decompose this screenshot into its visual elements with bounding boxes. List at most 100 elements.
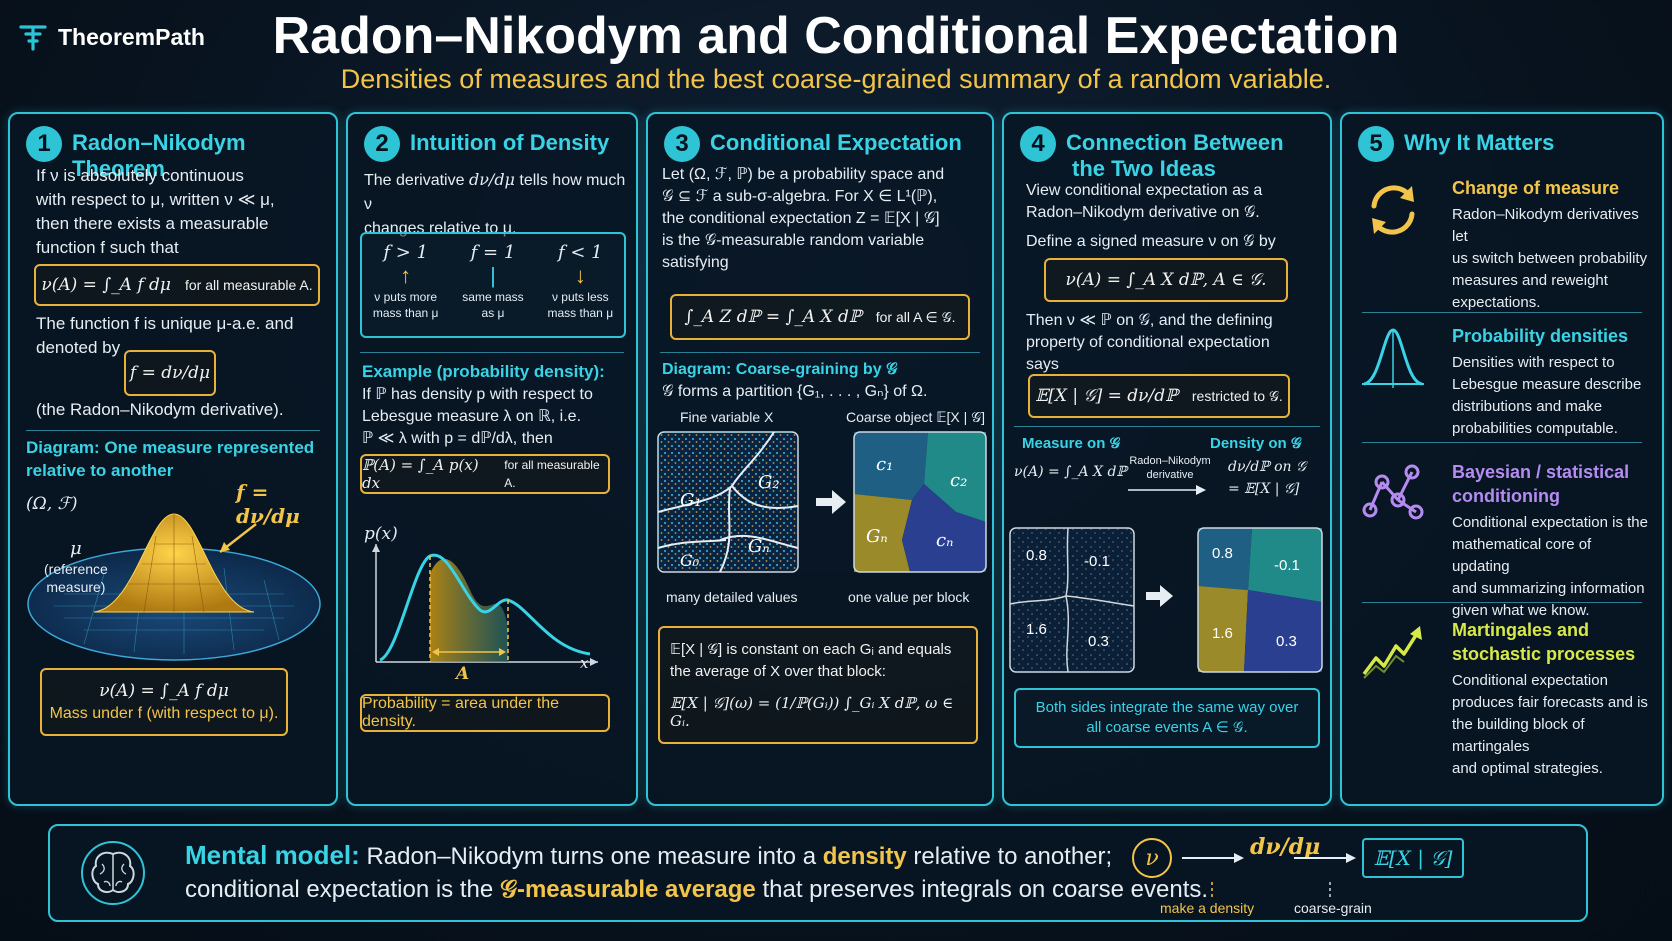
integrate-same-box: Both sides integrate the same way over a… <box>1014 688 1320 748</box>
reason-probability-densities: Probability densities Densities with res… <box>1356 324 1652 464</box>
ce-formula-note: for all A ∈ 𝒢. <box>875 309 956 325</box>
panel-title: the Two Ideas <box>1072 156 1216 181</box>
intro-line: View conditional expectation as a <box>1026 182 1263 199</box>
brand-logo: TheoremPath <box>18 22 205 52</box>
block-average-formula: 𝔼[X | 𝒢](ω) = (1/ℙ(Gᵢ)) ∫_Gᵢ X dℙ, ω ∈ G… <box>670 694 954 730</box>
probability-formula-note: for all measurable A. <box>504 458 600 490</box>
reason-body: Lebesgue measure describe <box>1452 376 1642 393</box>
example-line: If ℙ has density p with respect to <box>362 386 593 403</box>
arrow-right-icon <box>1128 485 1206 495</box>
page-subtitle: Densities of measures and the best coars… <box>340 64 1332 94</box>
intro-line: is the 𝒢-measurable random variable <box>662 232 925 249</box>
rn-formula: ν(A) = ∫_A f dμ <box>41 275 171 295</box>
reason-martingales: Martingales and stochastic processes Con… <box>1356 618 1652 777</box>
probability-formula-box: ℙ(A) = ∫_A p(x) dx for all measurable A. <box>360 454 610 494</box>
panel-number: 1 <box>26 126 62 162</box>
define-text: Define a signed measure ν on 𝒢 by <box>1026 233 1276 250</box>
density-case: f < 1 ↓ ν puts less mass than μ <box>538 242 622 321</box>
arrow-right-icon <box>1182 853 1244 863</box>
right-value: 0.8 <box>1212 545 1233 562</box>
plot-y-label: p(x) <box>364 524 398 544</box>
reason-body: Conditional expectation is the <box>1452 514 1648 531</box>
reason-body: expectations. <box>1452 294 1541 311</box>
mass-formula-box: ν(A) = ∫_A f dμ Mass under f (with respe… <box>40 668 288 736</box>
reason-head: conditioning <box>1452 486 1560 506</box>
case-condition: f > 1 <box>383 242 428 263</box>
arrow-caption: derivative <box>1146 469 1194 481</box>
space-label: (Ω, ℱ) <box>26 494 78 514</box>
ce-formula-box: ∫_A Z dℙ = ∫_A X dℙ for all A ∈ 𝒢. <box>670 294 970 340</box>
mass-formula: ν(A) = ∫_A f dμ <box>99 681 229 701</box>
reason-bayesian-conditioning: Bayesian / statistical conditioning Cond… <box>1356 460 1652 619</box>
unique-line: denoted by <box>36 338 121 357</box>
derivative-box: f = dν/dμ <box>124 350 216 396</box>
panel-number: 5 <box>1358 126 1394 162</box>
reason-change-of-measure: Change of measure Radon–Nikodym derivati… <box>1356 176 1652 316</box>
mental-model-banner: Mental model: Radon–Nikodym turns one me… <box>48 824 1588 922</box>
density-formula: = 𝔼[X | 𝒢] <box>1228 481 1300 497</box>
case-condition: f = 1 <box>470 242 516 263</box>
flow-end-node: 𝔼[X | 𝒢] <box>1362 838 1464 878</box>
integrate-line: Both sides integrate the same way over <box>1035 699 1299 716</box>
ce-derivative-formula: 𝔼[X | 𝒢] = dν/dℙ <box>1035 386 1178 406</box>
reason-body: mathematical core of updating <box>1452 536 1592 575</box>
area-caption: Probability = area under the density. <box>362 695 560 730</box>
trend-arrow-icon <box>1362 626 1422 679</box>
density-head: Density on 𝒢 <box>1210 435 1302 452</box>
density-case: f > 1 ↑ ν puts more mass than μ <box>364 242 448 321</box>
ce-as-derivative-box: 𝔼[X | 𝒢] = dν/dℙ restricted to 𝒢. <box>1028 374 1290 418</box>
case-text: same mass <box>462 290 524 304</box>
panel-number: 3 <box>664 126 700 162</box>
case-condition: f < 1 <box>557 242 603 263</box>
unique-line: The function f is unique μ-a.e. and <box>36 314 294 333</box>
right-value: -0.1 <box>1274 557 1300 574</box>
network-graph-icon <box>1362 464 1424 520</box>
panel-radon-nikodym: 1 Radon–Nikodym Theorem If ν is absolute… <box>8 112 338 806</box>
intro-fraction: dν/dμ <box>468 170 515 189</box>
coarse-label: Coarse object 𝔼[X | 𝒢] <box>846 409 985 425</box>
intro-text: tells how much ν <box>364 172 626 213</box>
right-value: 1.6 <box>1212 625 1233 642</box>
intro-line: function f such that <box>36 238 179 257</box>
fine-cell-label: G₁ <box>680 490 702 511</box>
block-average-line: 𝔼[X | 𝒢] is constant on each Gᵢ and equa… <box>670 641 952 658</box>
coarse-cell-label: cₙ <box>936 530 953 551</box>
left-value: 0.3 <box>1088 633 1109 650</box>
density-plot <box>372 544 598 666</box>
derivative-formula: f = dν/dμ <box>129 363 211 383</box>
panel-number: 4 <box>1020 126 1056 162</box>
reason-body: produces fair forecasts and is <box>1452 694 1648 711</box>
plot-x-label: x <box>580 654 589 672</box>
intro-text: The derivative <box>364 172 465 189</box>
bell-curve-icon <box>1362 328 1424 388</box>
panel-connection: 4 Connection Between the Two Ideas View … <box>1002 112 1332 806</box>
coarse-cell-label: Gₙ <box>866 526 888 547</box>
measure-surface-diagram <box>27 513 321 661</box>
plot-region-label: A <box>456 664 470 684</box>
intro-line: 𝒢 ⊆ ℱ a sub-σ-algebra. For X ∈ L¹(ℙ), <box>662 188 938 205</box>
reason-body: and optimal strategies. <box>1452 760 1603 777</box>
intro-line: Let (Ω, ℱ, ℙ) be a probability space and <box>662 166 945 183</box>
coarse-cell-label: c₁ <box>876 454 893 475</box>
reason-body: measures and reweight <box>1452 272 1608 289</box>
brain-icon <box>81 841 145 905</box>
reason-body: probabilities computable. <box>1452 420 1618 437</box>
reason-body: Densities with respect to <box>1452 354 1615 371</box>
rn-formula-note: for all measurable A. <box>184 277 313 293</box>
mu-note: (reference <box>44 561 108 577</box>
flow-dashes <box>1211 882 1331 900</box>
case-text: mass than μ <box>547 306 614 320</box>
fine-cell-label: Gₙ <box>748 536 770 557</box>
arrow-right-icon <box>1294 853 1356 863</box>
coarse-cell-label: c₂ <box>950 470 967 491</box>
flow-mid-node: dν/dμ <box>1250 834 1321 860</box>
block-average-line: the average of X over that block: <box>670 663 886 680</box>
intro-line: satisfying <box>662 254 729 271</box>
intro-line: with respect to μ, written ν ≪ μ, <box>36 190 275 209</box>
panel-number: 2 <box>364 126 400 162</box>
case-arrow-icon: | <box>490 263 496 288</box>
case-text: mass than μ <box>372 306 439 320</box>
flow-step-label: make a density <box>1160 900 1255 916</box>
left-value: 0.8 <box>1026 547 1047 564</box>
example-head: Example (probability density): <box>362 362 605 381</box>
